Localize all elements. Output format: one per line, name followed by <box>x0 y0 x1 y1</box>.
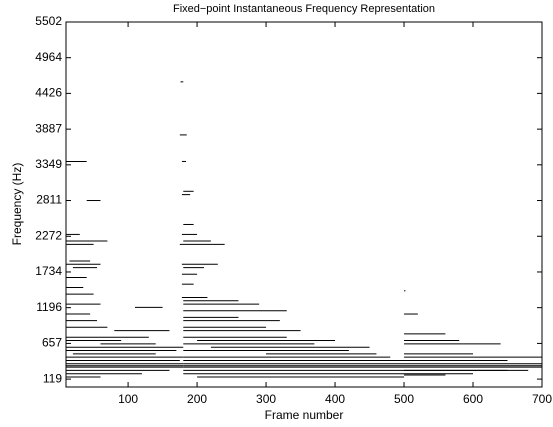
plot-frame <box>65 21 543 388</box>
x-tick-label: 200 <box>187 392 207 406</box>
y-tick-label: 2811 <box>36 193 62 207</box>
y-tick-label: 2272 <box>35 228 62 242</box>
y-axis-label: Frequency (Hz) <box>10 163 24 246</box>
y-tick-label: 1734 <box>35 264 62 278</box>
x-axis-label: Frame number <box>265 408 344 422</box>
chart-title: Fixed−point Instantaneous Frequency Repr… <box>173 3 435 15</box>
x-tick-label: 700 <box>532 392 552 406</box>
y-tick-label: 3887 <box>35 121 62 135</box>
x-tick-label: 400 <box>325 392 345 406</box>
y-tick-label: 1196 <box>36 300 62 314</box>
y-tick-label: 657 <box>42 336 62 350</box>
x-tick-label: 600 <box>463 392 483 406</box>
y-tick-label: 119 <box>43 371 62 385</box>
x-tick-label: 500 <box>394 392 414 406</box>
y-tick-label: 5502 <box>35 14 62 28</box>
y-tick-label: 3349 <box>35 157 62 171</box>
x-tick-label: 100 <box>118 392 138 406</box>
y-tick-label: 4964 <box>35 50 62 64</box>
x-tick-label: 300 <box>256 392 276 406</box>
y-tick-label: 4426 <box>35 86 62 100</box>
